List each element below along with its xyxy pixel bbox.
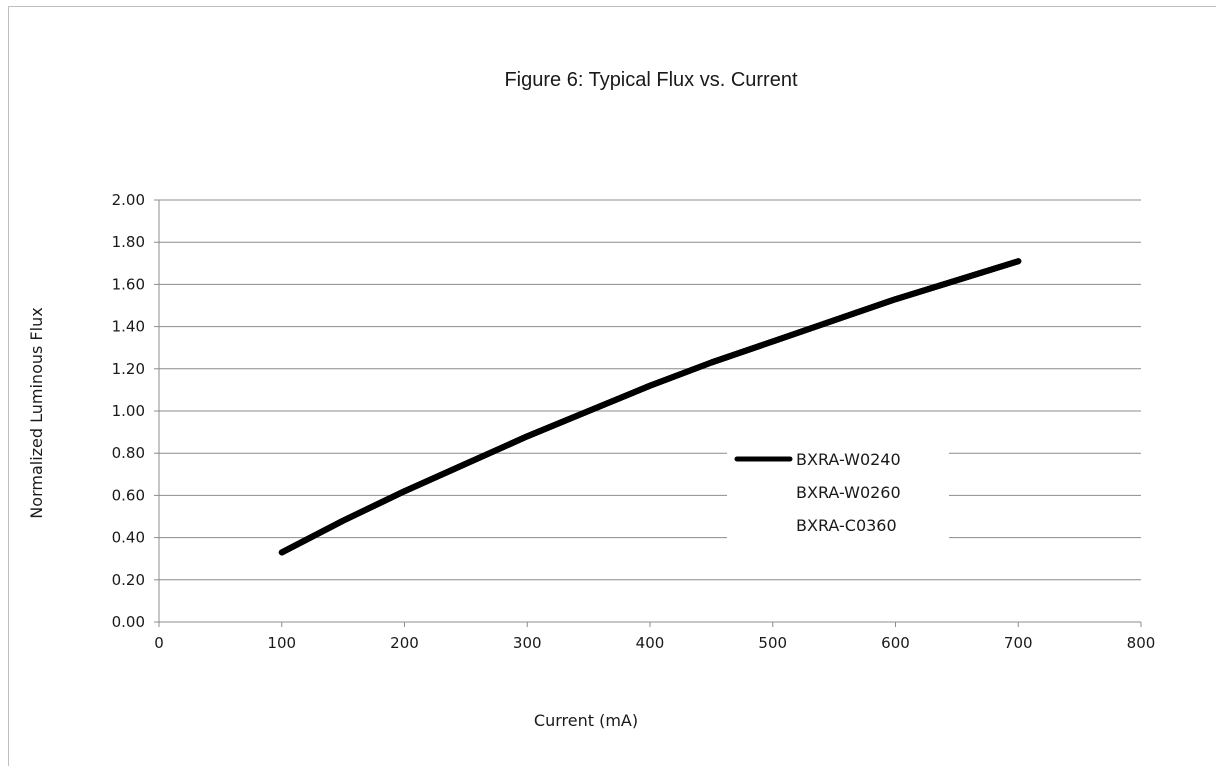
x-tick-label-200: 200 (390, 634, 419, 652)
y-tick-label-0.80: 0.80 (112, 444, 145, 462)
x-tick-label-500: 500 (758, 634, 787, 652)
y-tick-label-1.00: 1.00 (112, 402, 145, 420)
y-tick-label-0.40: 0.40 (112, 529, 145, 547)
x-axis-label: Current (mA) (534, 711, 638, 730)
y-tick-label-0.60: 0.60 (112, 486, 145, 504)
chart-title: Figure 6: Typical Flux vs. Current (504, 69, 798, 91)
x-tick-label-600: 600 (881, 634, 910, 652)
y-tick-label-1.80: 1.80 (112, 233, 145, 251)
y-tick-label-0.00: 0.00 (112, 613, 145, 631)
series-line-bxra-c0360 (278, 258, 1022, 556)
axes (158, 200, 1141, 623)
data-series (278, 258, 1022, 556)
gridlines (154, 199, 1142, 627)
y-tick-label-1.60: 1.60 (112, 275, 145, 293)
legend-label-bxra-w0260: BXRA-W0260 (796, 483, 901, 502)
legend-label-bxra-w0240: BXRA-W0240 (796, 450, 901, 469)
y-tick-label-0.20: 0.20 (112, 571, 145, 589)
legend-label-bxra-c0360: BXRA-C0360 (796, 516, 897, 535)
x-tick-label-400: 400 (636, 634, 665, 652)
x-tick-label-300: 300 (513, 634, 542, 652)
x-tick-label-0: 0 (154, 634, 164, 652)
x-tick-label-100: 100 (267, 634, 296, 652)
y-tick-labels: 0.00 0.20 0.40 0.60 0.80 1.00 1.20 1.40 1.60 1.80… (112, 191, 145, 631)
legend: BXRA-W0240 BXRA-W0260 BXRA-C0360 (727, 440, 949, 546)
chart-frame (8, 6, 1216, 766)
y-axis-label: Normalized Luminous Flux (27, 307, 46, 518)
x-tick-label-700: 700 (1004, 634, 1033, 652)
x-tick-label-800: 800 (1127, 634, 1156, 652)
y-tick-label-1.20: 1.20 (112, 360, 145, 378)
y-tick-label-2.00: 2.00 (112, 191, 145, 209)
y-tick-label-1.40: 1.40 (112, 318, 145, 336)
x-tick-labels: 0 100 200 300 400 500 600 700 800 (154, 634, 1155, 652)
